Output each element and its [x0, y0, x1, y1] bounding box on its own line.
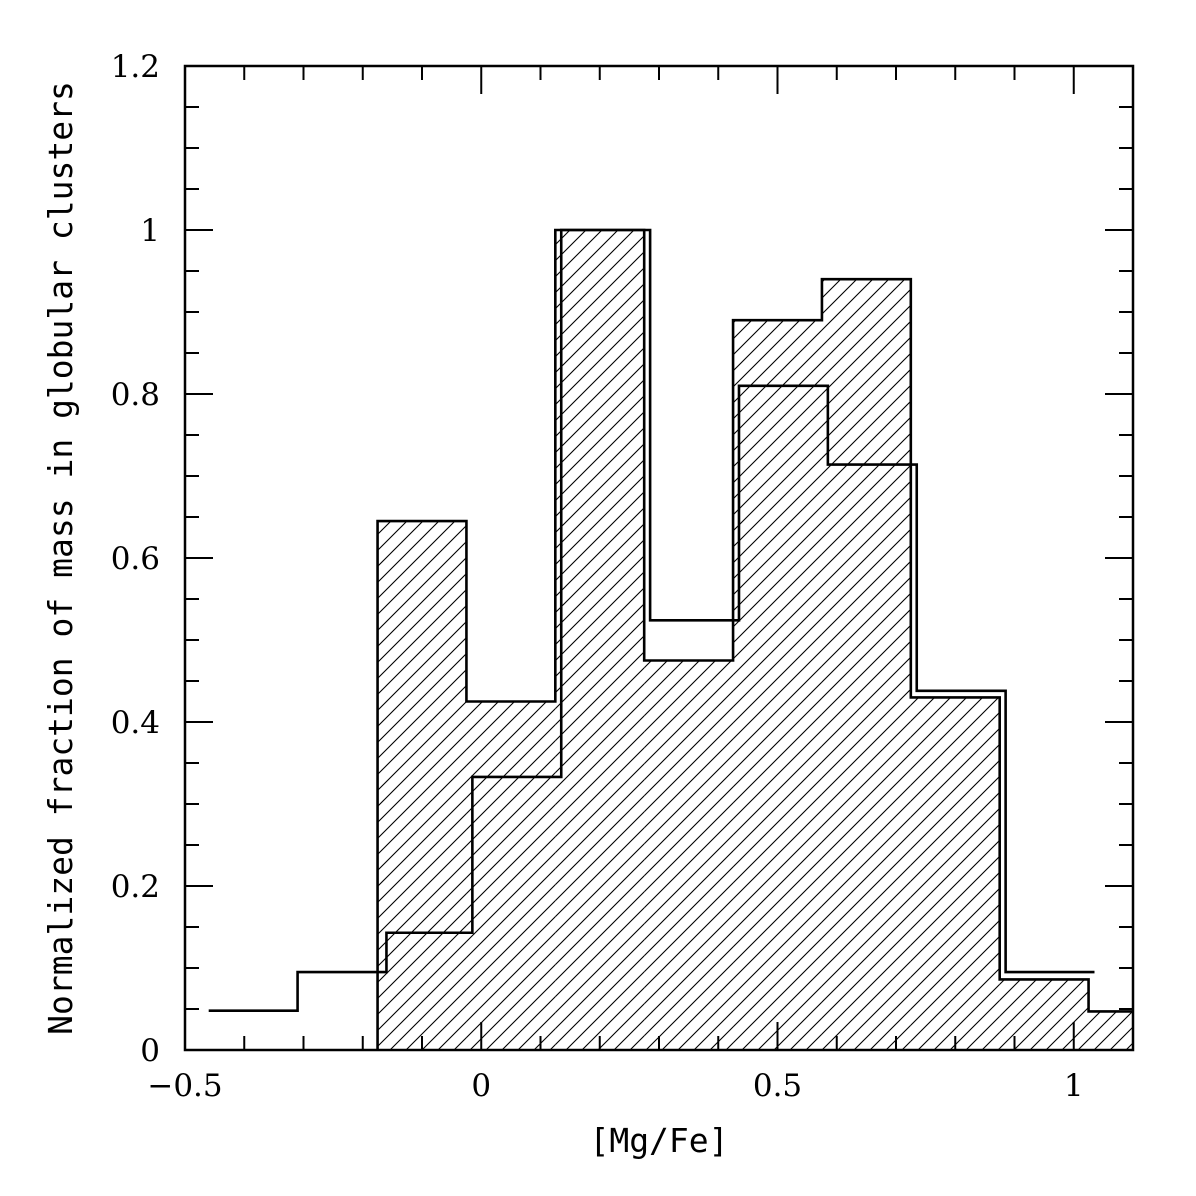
- hatched-histogram: [376, 228, 1133, 1050]
- x-tick-label: −0.5: [147, 1068, 222, 1104]
- y-tick-labels: 0 0.2 0.4 0.6 0.8 1 1.2: [111, 49, 160, 1069]
- hatched-bar-2: [466, 701, 556, 1050]
- x-tick-labels: −0.5 0 0.5 1: [147, 1068, 1083, 1104]
- y-tick-label: 1: [140, 213, 160, 249]
- outline-histogram-line: [208, 228, 1095, 1012]
- hatched-bar-7: [910, 697, 1000, 1050]
- y-tick-label: 1.2: [111, 49, 160, 85]
- x-tick-label: 0.5: [753, 1068, 802, 1104]
- hatched-bar-6: [821, 279, 911, 1050]
- y-tick-label: 0.4: [111, 705, 160, 741]
- x-tick-label: 0: [471, 1068, 491, 1104]
- hatched-bar-5: [733, 320, 822, 1050]
- hatched-bar-3: [555, 230, 645, 1050]
- y-tick-label: 0.8: [111, 377, 160, 413]
- hatched-bar-9: [1088, 1011, 1133, 1050]
- hatched-bar-4: [644, 660, 734, 1050]
- y-tick-label: 0.6: [111, 541, 160, 577]
- y-tick-label: 0: [140, 1033, 160, 1069]
- hatched-histogram-outline: [376, 228, 1133, 1050]
- hatched-bar-8: [999, 979, 1089, 1050]
- hatched-bar-1: [377, 521, 467, 1050]
- axis-ticks: [184, 65, 1134, 1051]
- x-axis-title: [Mg/Fe]: [589, 1121, 728, 1160]
- y-axis-title: Normalized fraction of mass in globular …: [41, 81, 80, 1035]
- x-tick-label: 1: [1064, 1068, 1084, 1104]
- y-tick-label: 0.2: [111, 869, 160, 905]
- outline-histogram: [208, 228, 1095, 1012]
